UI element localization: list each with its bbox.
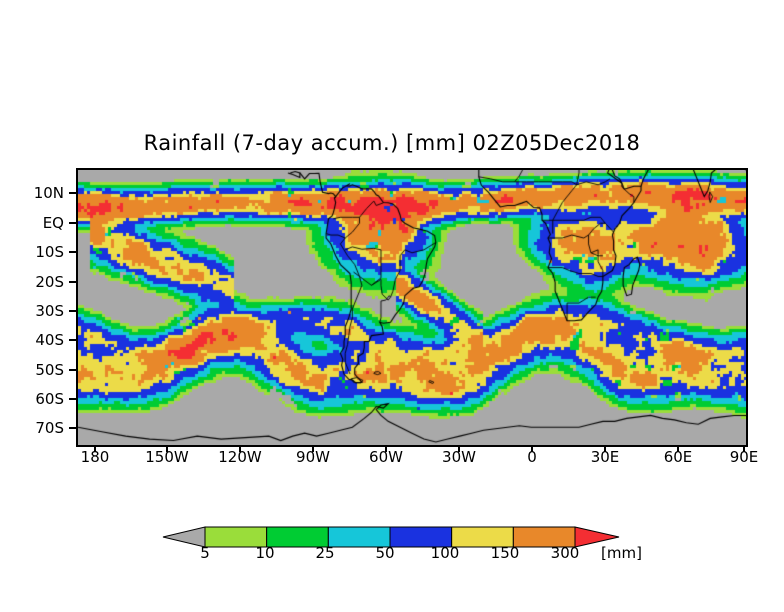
colorbar-segment	[162, 526, 206, 548]
y-tick-label: 40S	[35, 331, 64, 349]
y-tick-label: 10S	[35, 243, 64, 261]
rainfall-heatmap	[78, 170, 746, 445]
colorbar-unit-label: [mm]	[601, 544, 642, 562]
y-tick-mark	[69, 251, 76, 253]
x-tick-label: 180	[80, 448, 110, 466]
x-tick-mark	[239, 445, 241, 452]
chart-title: Rainfall (7-day accum.) [mm] 02Z05Dec201…	[143, 131, 641, 155]
x-tick-mark	[743, 445, 745, 452]
colorbar-segment	[574, 526, 620, 548]
x-tick-mark	[312, 445, 314, 452]
x-tick-label: 30E	[590, 448, 620, 466]
colorbar-swatches	[162, 526, 620, 548]
y-tick-label: 10N	[33, 184, 64, 202]
colorbar-tick-label: 25	[315, 544, 335, 562]
y-tick-label: 30S	[35, 302, 64, 320]
x-tick-label: 150W	[145, 448, 189, 466]
y-tick-label: 70S	[35, 419, 64, 437]
map-plot-area	[76, 168, 748, 447]
y-tick-mark	[69, 369, 76, 371]
x-tick-label: 60E	[663, 448, 693, 466]
x-tick-label: 0	[527, 448, 537, 466]
colorbar-tick-label: 300	[550, 544, 580, 562]
x-tick-label: 90E	[729, 448, 759, 466]
colorbar-tick-label: 5	[200, 544, 210, 562]
x-tick-mark	[166, 445, 168, 452]
y-tick-label: 50S	[35, 361, 64, 379]
x-tick-mark	[94, 445, 96, 452]
x-tick-mark	[677, 445, 679, 452]
colorbar-tick-label: 150	[490, 544, 520, 562]
y-tick-mark	[69, 427, 76, 429]
y-tick-label: 60S	[35, 390, 64, 408]
y-tick-mark	[69, 339, 76, 341]
x-tick-mark	[458, 445, 460, 452]
x-tick-label: 90W	[296, 448, 330, 466]
x-tick-mark	[604, 445, 606, 452]
x-tick-mark	[385, 445, 387, 452]
x-tick-label: 120W	[218, 448, 262, 466]
y-tick-label: EQ	[42, 214, 64, 232]
y-tick-mark	[69, 222, 76, 224]
x-tick-mark	[531, 445, 533, 452]
colorbar-tick-label: 100	[430, 544, 460, 562]
x-tick-label: 60W	[369, 448, 403, 466]
colorbar-tick-label: 10	[255, 544, 275, 562]
colorbar-tick-label: 50	[375, 544, 395, 562]
x-tick-label: 30W	[442, 448, 476, 466]
y-tick-mark	[69, 281, 76, 283]
y-tick-mark	[69, 310, 76, 312]
y-tick-label: 20S	[35, 273, 64, 291]
colorbar	[160, 524, 630, 550]
y-tick-mark	[69, 192, 76, 194]
y-tick-mark	[69, 398, 76, 400]
